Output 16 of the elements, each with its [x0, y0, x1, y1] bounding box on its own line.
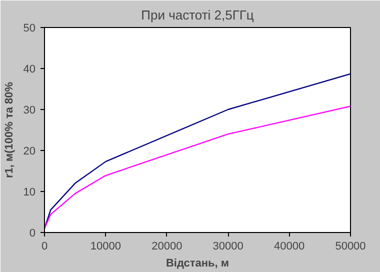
- y-tick-label: 20: [23, 146, 36, 158]
- x-tick-label: 30000: [212, 240, 244, 252]
- x-axis-title: Відстань, м: [166, 258, 230, 270]
- x-tick-label: 50000: [335, 240, 366, 252]
- x-tick-label: 40000: [274, 240, 305, 252]
- x-tick-label: 10000: [90, 240, 121, 252]
- y-tick-label: 30: [23, 104, 36, 116]
- y-tick-label: 10: [23, 186, 36, 198]
- y-axis-title: r1, м(100% та 80%: [3, 82, 16, 178]
- x-tick-label: 0: [41, 240, 48, 252]
- line-series: [44, 106, 350, 229]
- y-tick-label: 0: [29, 228, 36, 240]
- x-tick-label: 20000: [152, 240, 182, 252]
- y-tick-label: 50: [23, 22, 36, 34]
- chart-title: При частоті 2,5ГГц: [141, 8, 254, 22]
- y-tick-label: 40: [23, 64, 36, 76]
